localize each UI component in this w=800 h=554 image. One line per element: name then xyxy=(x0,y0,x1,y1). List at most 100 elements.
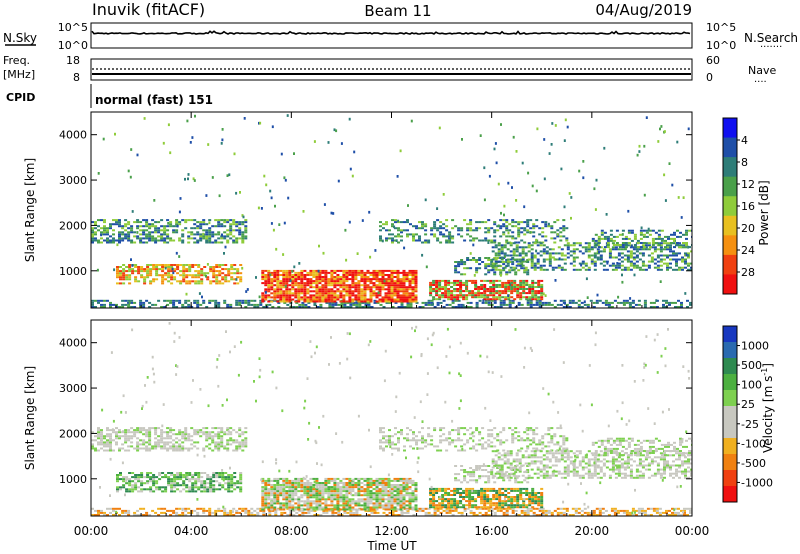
heatmap-cell xyxy=(151,225,155,228)
heatmap-cell xyxy=(109,435,112,438)
heatmap-cell xyxy=(372,292,376,295)
heatmap-cell xyxy=(399,488,403,491)
heatmap-cell xyxy=(333,300,337,303)
heatmap-cell xyxy=(157,299,161,302)
heatmap-cell xyxy=(303,278,307,281)
heatmap-cell xyxy=(369,294,373,297)
heatmap-cell xyxy=(200,472,204,474)
freq-panel: Freq. [MHz] 18 8 60 0 Nave .... xyxy=(3,54,776,85)
heatmap-cell xyxy=(128,266,132,268)
heatmap-cell xyxy=(205,239,209,242)
heatmap-cell xyxy=(229,223,233,226)
heatmap-cell xyxy=(372,278,376,281)
heatmap-cell xyxy=(554,124,557,127)
heatmap-cell xyxy=(534,281,538,284)
heatmap-cell xyxy=(363,484,367,486)
heatmap-cell xyxy=(360,271,364,274)
heatmap-cell xyxy=(303,477,307,480)
heatmap-cell xyxy=(221,282,225,285)
heatmap-cell xyxy=(366,484,370,486)
heatmap-cell xyxy=(562,235,566,238)
heatmap-cell xyxy=(131,490,135,493)
heatmap-cell xyxy=(100,433,103,436)
heatmap-cell xyxy=(155,482,159,485)
heatmap-cell xyxy=(648,246,652,249)
heatmap-cell xyxy=(200,278,204,281)
heatmap-cell xyxy=(309,492,313,495)
heatmap-cell xyxy=(134,474,138,476)
heatmap-cell xyxy=(689,507,692,510)
heatmap-cell xyxy=(495,161,498,165)
heatmap-cell xyxy=(625,511,629,514)
heatmap-cell xyxy=(378,274,382,276)
heatmap-cell xyxy=(169,301,173,304)
heatmap-cell xyxy=(393,494,397,497)
heatmap-cell xyxy=(106,445,109,448)
heatmap-cell xyxy=(200,274,204,277)
heatmap-cell xyxy=(457,261,461,263)
heatmap-cell xyxy=(393,479,397,482)
heatmap-cell xyxy=(232,429,236,432)
heatmap-cell xyxy=(535,189,538,193)
heatmap-cell xyxy=(218,474,222,476)
heatmap-cell xyxy=(306,278,310,281)
heatmap-cell xyxy=(507,279,511,282)
heatmap-cell xyxy=(521,258,525,261)
heatmap-cell xyxy=(587,250,591,253)
heatmap-cell xyxy=(309,484,313,486)
heatmap-cell xyxy=(538,306,542,308)
heatmap-cell xyxy=(172,239,176,242)
heatmap-cell xyxy=(169,441,173,444)
heatmap-cell xyxy=(394,509,398,512)
heatmap-cell xyxy=(460,229,464,232)
heatmap-cell xyxy=(157,221,161,224)
heatmap-cell xyxy=(214,427,218,430)
heatmap-cell xyxy=(562,225,566,228)
heatmap-cell xyxy=(273,500,277,503)
heatmap-cell xyxy=(131,476,135,479)
heatmap-cell xyxy=(511,509,515,512)
heatmap-cell xyxy=(535,299,539,302)
heatmap-cell xyxy=(342,496,346,499)
heatmap-cell xyxy=(391,514,395,516)
heatmap-cell xyxy=(318,271,322,274)
heatmap-cell xyxy=(444,288,448,290)
heatmap-cell xyxy=(622,511,626,514)
heatmap-cell xyxy=(128,490,132,493)
heatmap-cell xyxy=(613,514,617,516)
heatmap-cell xyxy=(91,239,94,242)
heatmap-cell xyxy=(124,229,128,232)
heatmap-cell xyxy=(115,435,118,438)
heatmap-cell xyxy=(451,299,455,302)
heatmap-cell xyxy=(613,507,617,510)
heatmap-cell xyxy=(178,439,182,442)
heatmap-cell xyxy=(514,514,518,516)
heatmap-cell xyxy=(285,298,289,301)
heatmap-cell xyxy=(149,472,153,474)
heatmap-cell xyxy=(390,290,394,293)
heatmap-cell xyxy=(451,514,455,516)
heatmap-cell xyxy=(124,511,128,514)
heatmap-cell xyxy=(384,506,388,509)
heatmap-cell xyxy=(208,221,211,225)
heatmap-cell xyxy=(306,506,310,509)
heatmap-cell xyxy=(528,296,532,299)
heatmap-cell xyxy=(658,507,662,510)
heatmap-cell xyxy=(494,254,498,257)
heatmap-cell xyxy=(506,264,510,267)
heatmap-cell xyxy=(294,284,298,287)
heatmap-cell xyxy=(556,219,560,222)
heatmap-cell xyxy=(566,256,570,259)
heatmap-cell xyxy=(363,288,367,291)
heatmap-cell xyxy=(181,514,185,516)
heatmap-cell xyxy=(173,268,177,271)
heatmap-cell xyxy=(489,279,493,282)
heatmap-cell xyxy=(603,246,607,249)
heatmap-cell xyxy=(554,252,558,255)
heatmap-cell xyxy=(119,474,122,476)
heatmap-cell xyxy=(103,443,106,446)
heatmap-cell xyxy=(660,229,664,232)
heatmap-cell xyxy=(218,476,222,479)
y-tick-label: 2000 xyxy=(59,219,87,232)
heatmap-cell xyxy=(495,298,499,301)
